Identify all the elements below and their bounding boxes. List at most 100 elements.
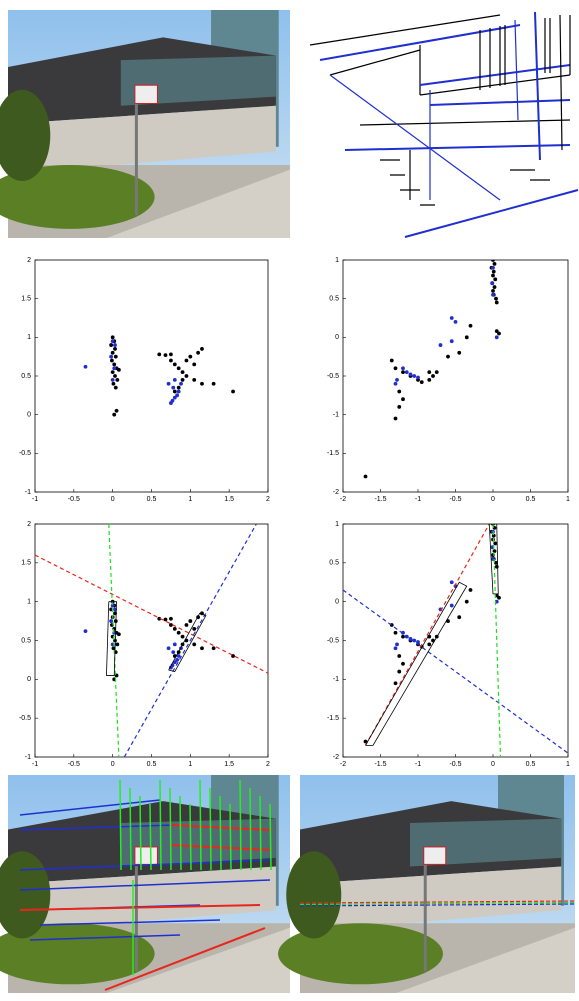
point xyxy=(177,631,181,635)
x-tick-label: 0.5 xyxy=(147,761,157,768)
x-tick-label: -0.5 xyxy=(68,761,80,768)
point xyxy=(394,382,398,386)
point xyxy=(212,646,216,650)
point xyxy=(167,646,171,650)
point xyxy=(200,382,204,386)
x-tick-label: 0 xyxy=(111,496,115,503)
x-tick-label: 1 xyxy=(566,761,570,768)
point xyxy=(401,635,405,639)
point xyxy=(115,378,119,382)
x-tick-label: 1 xyxy=(188,761,192,768)
y-tick-label: 1 xyxy=(27,599,31,606)
x-tick-label: 0.5 xyxy=(147,496,157,503)
point xyxy=(171,386,175,390)
x-tick-label: 1.5 xyxy=(224,496,234,503)
point xyxy=(109,619,113,623)
point xyxy=(427,370,431,374)
y-tick-label: 0.5 xyxy=(329,560,339,567)
point xyxy=(394,417,398,421)
point xyxy=(439,343,443,347)
point xyxy=(200,646,204,650)
y-tick-label: -0.5 xyxy=(327,637,339,644)
photo xyxy=(278,775,575,993)
point xyxy=(394,366,398,370)
point xyxy=(493,285,497,289)
point xyxy=(495,301,499,305)
scatter-plot: -1-0.500.511.52-1-0.500.511.52 xyxy=(19,521,270,768)
point xyxy=(431,374,435,378)
point xyxy=(164,618,168,622)
point xyxy=(446,355,450,359)
overlay-line xyxy=(180,796,181,870)
point xyxy=(401,370,405,374)
point xyxy=(401,366,405,370)
x-tick-label: 0 xyxy=(111,761,115,768)
overlay-line xyxy=(240,780,241,870)
point xyxy=(177,366,181,370)
point xyxy=(395,642,399,646)
x-tick-label: -1 xyxy=(32,761,38,768)
point xyxy=(427,642,431,646)
point xyxy=(457,351,461,355)
point xyxy=(192,378,196,382)
x-tick-label: -0.5 xyxy=(449,496,461,503)
point xyxy=(173,627,177,631)
point xyxy=(169,401,173,405)
point xyxy=(494,297,498,301)
figure: -1-0.500.511.52-1-0.500.511.52-2-1.5-1-0… xyxy=(0,0,579,996)
point xyxy=(450,339,454,343)
point xyxy=(465,335,469,339)
x-tick-label: -1 xyxy=(415,761,421,768)
point xyxy=(157,352,161,356)
overlay-line xyxy=(270,804,271,870)
point xyxy=(212,382,216,386)
point xyxy=(175,393,179,397)
point xyxy=(493,542,497,546)
photo xyxy=(0,10,290,238)
x-tick-label: 0 xyxy=(491,496,495,503)
point xyxy=(192,642,196,646)
y-tick-label: 0.5 xyxy=(21,637,31,644)
y-tick-label: 2 xyxy=(27,521,31,528)
point xyxy=(394,646,398,650)
plot-frame xyxy=(343,260,568,492)
x-tick-label: -1.5 xyxy=(374,496,386,503)
point xyxy=(495,335,499,339)
scatter-plot: -1-0.500.511.52-1-0.500.511.52 xyxy=(19,257,270,503)
point xyxy=(111,351,115,355)
y-tick-label: 0 xyxy=(335,599,339,606)
point xyxy=(231,390,235,394)
y-tick-label: -0.5 xyxy=(19,450,31,457)
point xyxy=(200,347,204,351)
point xyxy=(169,352,173,356)
point xyxy=(84,365,88,369)
point xyxy=(173,378,177,382)
point xyxy=(491,258,495,262)
point xyxy=(181,370,185,374)
point xyxy=(171,650,175,654)
point xyxy=(493,277,497,281)
point xyxy=(409,373,413,377)
overlay-line xyxy=(210,788,211,870)
x-tick-label: 1 xyxy=(566,496,570,503)
point xyxy=(416,376,420,380)
point xyxy=(491,266,495,270)
x-tick-label: 1.5 xyxy=(224,761,234,768)
y-tick-label: -1 xyxy=(333,676,339,683)
point xyxy=(115,409,119,413)
point xyxy=(196,351,200,355)
point xyxy=(401,397,405,401)
point xyxy=(469,588,473,592)
sign xyxy=(424,847,446,864)
scatter-plot: -2-1.5-1-0.500.51-2-1.5-1-0.500.51 xyxy=(327,521,570,768)
point xyxy=(111,335,115,339)
point xyxy=(394,631,398,635)
overlay-line xyxy=(230,804,231,870)
y-tick-label: 1 xyxy=(27,334,31,341)
point xyxy=(181,635,185,639)
point xyxy=(175,658,179,662)
y-tick-label: 1.5 xyxy=(21,560,31,567)
x-tick-label: -1 xyxy=(32,496,38,503)
point xyxy=(412,374,416,378)
y-tick-label: -2 xyxy=(333,489,339,496)
